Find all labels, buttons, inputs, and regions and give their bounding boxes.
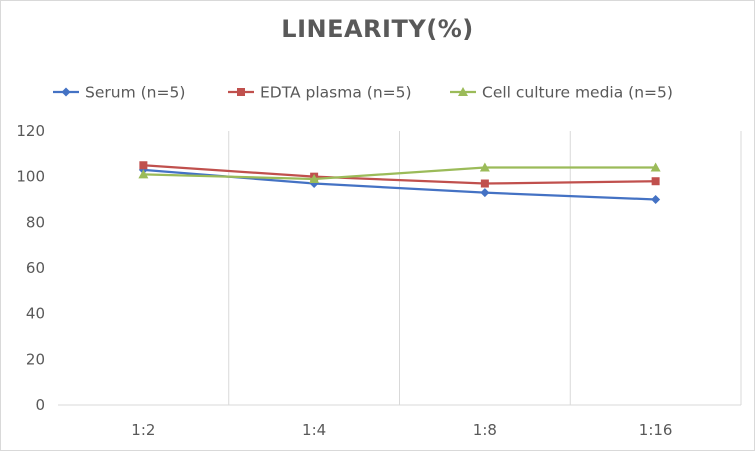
series-3 — [138, 162, 661, 183]
y-tick-label: 0 — [35, 396, 45, 414]
data-point — [480, 179, 489, 188]
data-point — [651, 177, 660, 186]
legend-marker — [237, 88, 245, 96]
legend-item: Cell culture media (n=5) — [450, 84, 673, 102]
x-tick-label: 1:2 — [131, 421, 155, 439]
y-tick-label: 100 — [16, 168, 45, 186]
legend-label: Cell culture media (n=5) — [482, 84, 673, 102]
axis-layer: 0 20 40 60 80 100 120 1:2 1:4 1:8 1:16 — [16, 122, 741, 439]
data-point — [138, 169, 149, 179]
legend-label: EDTA plasma (n=5) — [260, 84, 412, 102]
y-tick-label: 40 — [26, 305, 45, 323]
y-tick-label: 80 — [26, 213, 45, 231]
legend-marker — [61, 87, 71, 97]
x-tick-label: 1:8 — [473, 421, 497, 439]
data-point — [480, 188, 490, 198]
data-point — [650, 162, 661, 172]
data-point — [139, 161, 148, 170]
grid-layer — [228, 131, 742, 405]
chart-title: LINEARITY(%) — [281, 15, 474, 43]
y-tick-label: 20 — [26, 350, 45, 368]
legend: Serum (n=5) EDTA plasma (n=5) Cell culture… — [53, 84, 673, 102]
series-line — [143, 166, 656, 181]
x-tick-label: 1:4 — [302, 421, 326, 439]
legend-marker — [458, 87, 468, 96]
series-line — [143, 164, 656, 185]
data-point — [479, 162, 490, 172]
data-point — [309, 173, 320, 183]
y-tick-label: 60 — [26, 259, 45, 277]
data-point — [651, 195, 661, 204]
series-layer — [138, 161, 661, 204]
legend-item: Serum (n=5) — [53, 84, 185, 102]
y-tick-label: 120 — [16, 122, 45, 140]
legend-item: EDTA plasma (n=5) — [228, 84, 412, 102]
legend-label: Serum (n=5) — [85, 84, 185, 102]
x-tick-label: 1:16 — [639, 421, 673, 439]
